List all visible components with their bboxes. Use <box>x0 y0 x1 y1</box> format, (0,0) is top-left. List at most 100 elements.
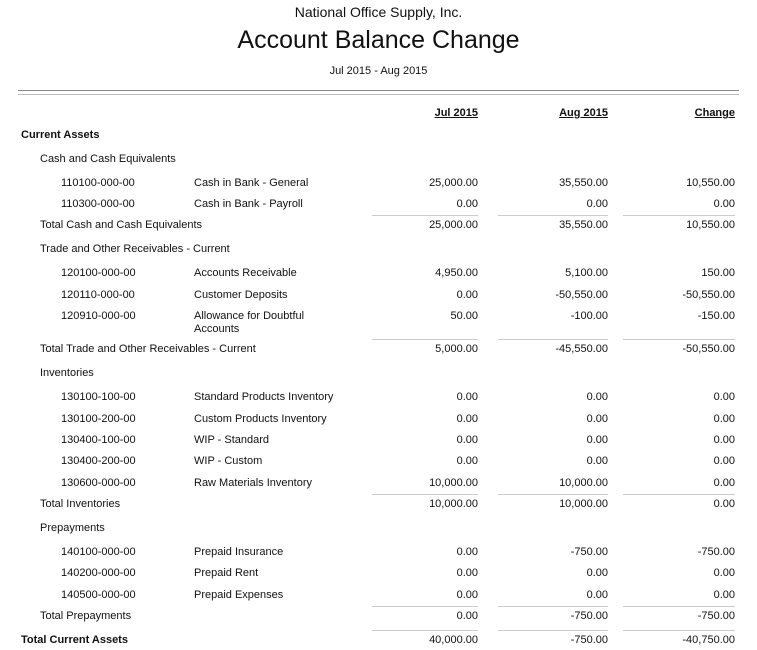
group-heading: Prepayments <box>40 522 105 534</box>
account-code[interactable]: 130400-200-00 <box>61 455 136 467</box>
account-name[interactable]: Custom Products Inventory <box>194 413 327 425</box>
jul-value[interactable]: 0.00 <box>456 391 478 403</box>
account-name[interactable]: WIP - Standard <box>194 434 269 446</box>
total-underline <box>498 215 608 216</box>
jul-value: 40,000.00 <box>429 634 478 646</box>
group-heading: Inventories <box>40 367 94 379</box>
change-value[interactable]: -150.00 <box>697 310 735 322</box>
report-title: Account Balance Change <box>237 26 520 54</box>
jul-value[interactable]: 0.00 <box>456 546 478 558</box>
change-value[interactable]: 10,550.00 <box>686 177 735 189</box>
total-label: Total Prepayments <box>40 610 132 622</box>
total-label: Total Inventories <box>40 498 121 510</box>
total-underline <box>623 630 735 631</box>
account-code[interactable]: 140500-000-00 <box>61 589 136 601</box>
column-header-change[interactable]: Change <box>694 107 735 119</box>
account-name[interactable]: Allowance for Doubtful Accounts <box>194 310 305 335</box>
total-underline <box>372 630 478 631</box>
account-name[interactable]: Prepaid Insurance <box>194 546 284 558</box>
total-label: Total Trade and Other Receivables - Curr… <box>40 343 256 355</box>
jul-value[interactable]: 0.00 <box>456 567 478 579</box>
header-divider-secondary <box>18 94 739 95</box>
column-header-aug-2015[interactable]: Aug 2015 <box>559 107 608 119</box>
group-heading: Trade and Other Receivables - Current <box>40 243 230 255</box>
jul-value[interactable]: 10,000.00 <box>429 477 478 489</box>
jul-value: 5,000.00 <box>435 343 478 355</box>
account-name[interactable]: WIP - Custom <box>194 455 263 467</box>
aug-value[interactable]: 0.00 <box>586 434 608 446</box>
total-underline <box>498 339 608 340</box>
aug-value[interactable]: 0.00 <box>586 455 608 467</box>
change-value[interactable]: 0.00 <box>713 477 735 489</box>
account-name[interactable]: Cash in Bank - Payroll <box>194 198 303 210</box>
account-name[interactable]: Prepaid Rent <box>194 567 259 579</box>
account-code[interactable]: 130600-000-00 <box>61 477 136 489</box>
account-code[interactable]: 110300-000-00 <box>61 198 135 210</box>
account-code[interactable]: 120100-000-00 <box>61 267 136 279</box>
account-code[interactable]: 110100-000-00 <box>61 177 135 189</box>
aug-value[interactable]: -750.00 <box>570 546 608 558</box>
company-name: National Office Supply, Inc. <box>294 4 463 20</box>
total-underline <box>498 606 608 607</box>
change-value[interactable]: 0.00 <box>713 455 735 467</box>
aug-value[interactable]: 5,100.00 <box>565 267 608 279</box>
change-value[interactable]: 0.00 <box>713 391 735 403</box>
change-value[interactable]: -750.00 <box>697 546 735 558</box>
account-code[interactable]: 120910-000-00 <box>61 310 136 322</box>
account-name[interactable]: Customer Deposits <box>194 289 288 301</box>
header-divider <box>18 90 739 91</box>
change-value: 0.00 <box>713 498 735 510</box>
account-name[interactable]: Standard Products Inventory <box>194 391 334 403</box>
aug-value[interactable]: 0.00 <box>586 589 608 601</box>
total-underline <box>372 339 478 340</box>
aug-value: 35,550.00 <box>559 219 608 231</box>
jul-value[interactable]: 0.00 <box>456 589 478 601</box>
aug-value[interactable]: -50,550.00 <box>555 289 608 301</box>
aug-value: -750.00 <box>570 610 608 622</box>
change-value: 10,550.00 <box>686 219 735 231</box>
aug-value[interactable]: 0.00 <box>586 391 608 403</box>
account-name[interactable]: Accounts Receivable <box>194 267 297 279</box>
grand-total-label: Total Current Assets <box>21 634 128 646</box>
jul-value[interactable]: 50.00 <box>450 310 478 322</box>
account-name[interactable]: Prepaid Expenses <box>194 589 284 601</box>
aug-value[interactable]: 35,550.00 <box>559 177 608 189</box>
aug-value: -45,550.00 <box>555 343 608 355</box>
account-name[interactable]: Cash in Bank - General <box>194 177 309 189</box>
column-header-jul-2015[interactable]: Jul 2015 <box>434 107 478 119</box>
aug-value[interactable]: 10,000.00 <box>559 477 608 489</box>
account-code[interactable]: 130100-100-00 <box>61 391 136 403</box>
change-value[interactable]: 0.00 <box>713 198 735 210</box>
jul-value[interactable]: 25,000.00 <box>429 177 478 189</box>
change-value[interactable]: -50,550.00 <box>682 289 735 301</box>
jul-value[interactable]: 4,950.00 <box>435 267 478 279</box>
jul-value[interactable]: 0.00 <box>456 289 478 301</box>
account-name[interactable]: Raw Materials Inventory <box>194 477 312 489</box>
total-underline <box>372 606 478 607</box>
total-underline <box>623 494 735 495</box>
total-underline <box>498 494 608 495</box>
account-code[interactable]: 120110-000-00 <box>61 289 135 301</box>
total-underline <box>623 215 735 216</box>
jul-value[interactable]: 0.00 <box>456 413 478 425</box>
aug-value: -750.00 <box>570 634 608 646</box>
jul-value[interactable]: 0.00 <box>456 455 478 467</box>
total-underline <box>372 494 478 495</box>
account-code[interactable]: 140100-000-00 <box>61 546 136 558</box>
change-value[interactable]: 0.00 <box>713 413 735 425</box>
change-value[interactable]: 0.00 <box>713 567 735 579</box>
account-code[interactable]: 130100-200-00 <box>61 413 136 425</box>
jul-value: 0.00 <box>456 610 478 622</box>
change-value[interactable]: 150.00 <box>701 267 735 279</box>
change-value[interactable]: 0.00 <box>713 589 735 601</box>
aug-value[interactable]: -100.00 <box>570 310 608 322</box>
change-value[interactable]: 0.00 <box>713 434 735 446</box>
aug-value[interactable]: 0.00 <box>586 567 608 579</box>
jul-value[interactable]: 0.00 <box>456 434 478 446</box>
jul-value[interactable]: 0.00 <box>456 198 478 210</box>
account-code[interactable]: 130400-100-00 <box>61 434 136 446</box>
aug-value: 10,000.00 <box>559 498 608 510</box>
aug-value[interactable]: 0.00 <box>586 198 608 210</box>
aug-value[interactable]: 0.00 <box>586 413 608 425</box>
account-code[interactable]: 140200-000-00 <box>61 567 136 579</box>
